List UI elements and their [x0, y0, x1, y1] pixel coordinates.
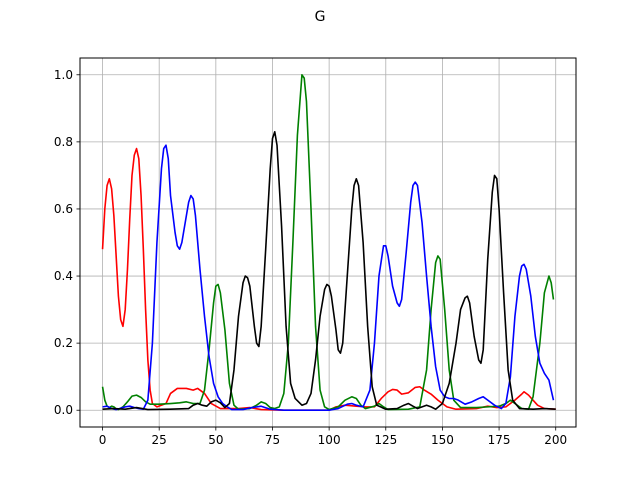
chart-title: G	[315, 9, 326, 25]
grid	[80, 58, 576, 427]
x-tick-label: 25	[152, 433, 167, 447]
y-tick-label: 0.4	[54, 269, 73, 283]
x-tick-label: 75	[265, 433, 280, 447]
x-tick-label: 125	[374, 433, 397, 447]
series-line-3	[102, 131, 556, 411]
y-tick-label: 0.0	[54, 403, 73, 417]
x-tick-label: 100	[318, 433, 341, 447]
x-axis: 0 25 50 75 100 125 150 175 200	[99, 427, 567, 447]
x-tick-label: 0	[99, 433, 107, 447]
y-tick-label: 0.2	[54, 336, 73, 350]
series-line-2	[102, 144, 555, 412]
x-tick-label: 200	[544, 433, 567, 447]
x-tick-label: 175	[488, 433, 511, 447]
y-tick-label: 1.0	[54, 68, 73, 82]
x-tick-label: 50	[208, 433, 223, 447]
x-tick-label: 150	[431, 433, 454, 447]
series-group	[101, 73, 556, 412]
plot-frame	[79, 57, 577, 428]
series-line-0	[101, 147, 556, 412]
series-line-1	[101, 73, 555, 411]
y-tick-label: 0.8	[54, 135, 73, 149]
y-axis: 0.0 0.2 0.4 0.6 0.8 1.0	[54, 68, 80, 417]
y-tick-label: 0.6	[54, 202, 73, 216]
